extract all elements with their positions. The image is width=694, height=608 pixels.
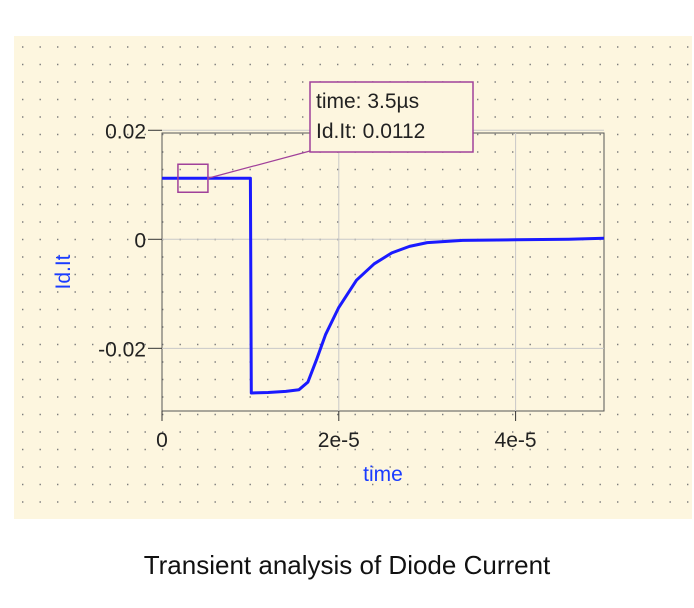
x-tick-label: 4e-5	[495, 429, 537, 452]
plot-frame	[161, 132, 605, 412]
figure-caption: Transient analysis of Diode Current	[143, 550, 551, 580]
x-tick-label: 2e-5	[318, 429, 360, 452]
marker-time-text: time: 3.5µs	[316, 90, 419, 113]
y-tick-label: -0.02	[98, 338, 146, 361]
series-line	[162, 176, 605, 395]
marker-value-text: Id.It: 0.0112	[316, 120, 425, 143]
y-tick-label: 0	[134, 229, 146, 252]
x-tick-label: 0	[156, 429, 168, 452]
marker-label-box	[309, 81, 474, 153]
x-axis-label: time	[363, 463, 403, 486]
canvas-dot-grid	[22, 46, 689, 503]
marker-leader-line	[207, 150, 311, 179]
y-axis-label: Id.It	[52, 254, 75, 289]
y-tick-label: 0.02	[105, 120, 146, 143]
